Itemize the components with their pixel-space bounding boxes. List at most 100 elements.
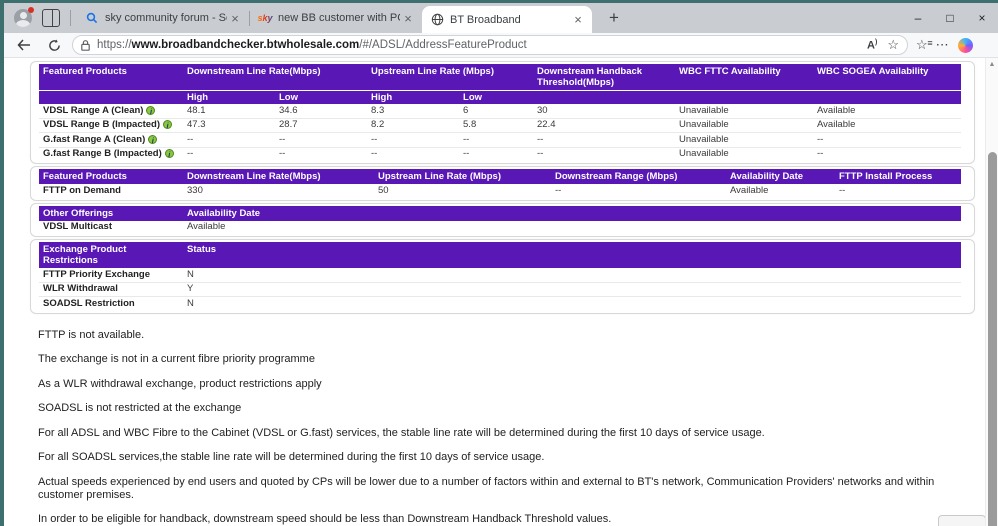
cell: 30 bbox=[533, 104, 676, 119]
tab-close-icon[interactable]: × bbox=[231, 10, 239, 26]
col-header: Featured Products bbox=[39, 169, 183, 184]
note-fibre-priority: The exchange is not in a current fibre p… bbox=[38, 353, 315, 365]
profile-button[interactable] bbox=[12, 7, 34, 29]
product-name: G.fast Range A (Clean) i bbox=[39, 132, 183, 148]
cell: 5.8 bbox=[459, 118, 534, 133]
cell: 48.1 bbox=[183, 104, 275, 119]
tab-forum-thread[interactable]: sky new BB customer with PC that do × bbox=[250, 6, 422, 30]
subheader: High bbox=[183, 90, 275, 104]
favorites-bar-icon[interactable]: ☆ bbox=[916, 37, 932, 53]
fttp-on-demand-table: Featured Products Downstream Line Rate(M… bbox=[39, 169, 961, 198]
partial-button[interactable] bbox=[938, 515, 986, 526]
cell: -- bbox=[533, 132, 676, 148]
subheader-blank bbox=[533, 90, 676, 104]
scroll-up-arrow-icon[interactable]: ▲ bbox=[988, 61, 996, 68]
notes-section: FTTP is not available. The exchange is n… bbox=[4, 316, 998, 526]
copilot-icon[interactable] bbox=[957, 37, 973, 53]
product-name: G.fast Range B (Impacted) i bbox=[39, 147, 183, 161]
table-row: G.fast Range A (Clean) i -- -- -- -- -- U… bbox=[39, 132, 962, 148]
cell: Available bbox=[730, 184, 769, 196]
product-name: VDSL Multicast bbox=[43, 221, 112, 232]
settings-more-icon[interactable]: ⋯ bbox=[935, 37, 950, 52]
minimize-button[interactable]: – bbox=[914, 11, 922, 25]
close-button[interactable]: × bbox=[978, 11, 986, 25]
refresh-button[interactable] bbox=[42, 35, 66, 55]
cell: 8.3 bbox=[367, 104, 460, 119]
product-name: FTTP on Demand bbox=[43, 184, 121, 196]
maximize-button[interactable]: □ bbox=[946, 11, 954, 25]
note-wlr-withdrawal: As a WLR withdrawal exchange, product re… bbox=[38, 377, 322, 390]
address-bar[interactable]: https://www.broadbandchecker.btwholesale… bbox=[72, 35, 908, 55]
cell: -- bbox=[183, 132, 275, 148]
table-row: FTTP Priority Exchange N bbox=[39, 268, 961, 283]
col-header: Downstream Handback Threshold(Mbps) bbox=[533, 64, 676, 91]
cell: -- bbox=[187, 148, 194, 159]
cell: 8.2 bbox=[367, 118, 460, 133]
window-left-edge bbox=[0, 0, 4, 526]
note-stable-line-rate-soadsl: For all SOADSL services,the stable line … bbox=[38, 451, 545, 463]
col-header: Featured Products bbox=[39, 64, 183, 91]
col-header: Upstream Line Rate (Mbps) bbox=[374, 169, 551, 184]
table-row: WLR Withdrawal Y bbox=[39, 282, 961, 297]
read-aloud-icon[interactable]: A) bbox=[867, 38, 878, 52]
col-header: Status bbox=[183, 242, 961, 268]
info-icon[interactable]: i bbox=[163, 120, 173, 130]
cell: -- bbox=[537, 148, 544, 159]
fttp-on-demand-card: Featured Products Downstream Line Rate(M… bbox=[30, 166, 975, 201]
tab-title: BT Broadband bbox=[450, 13, 521, 26]
restriction-name: WLR Withdrawal bbox=[39, 282, 183, 297]
vertical-scrollbar[interactable]: ▲ bbox=[985, 58, 998, 526]
cell: -- bbox=[459, 132, 534, 148]
favorite-star-icon[interactable]: ☆ bbox=[887, 37, 899, 52]
cell: 330 bbox=[187, 184, 203, 196]
col-header: Other Offerings bbox=[39, 205, 183, 221]
subheader: High bbox=[367, 90, 460, 104]
col-header: WBC SOGEA Availability bbox=[813, 64, 962, 91]
info-icon[interactable]: i bbox=[148, 134, 158, 145]
lock-icon[interactable] bbox=[81, 39, 90, 51]
col-header: Availability Date bbox=[183, 205, 961, 221]
col-header: Downstream Line Rate(Mbps) bbox=[183, 64, 368, 91]
table-header-row: Other Offerings Availability Date bbox=[39, 205, 961, 221]
cell: -- bbox=[463, 148, 470, 159]
cell: 6 bbox=[459, 104, 534, 119]
subheader: Low bbox=[459, 90, 534, 104]
cell: Unavailable bbox=[675, 118, 814, 133]
subheader: Low bbox=[275, 90, 368, 104]
cell: 22.4 bbox=[533, 118, 676, 133]
notification-dot bbox=[28, 7, 34, 13]
product-name: VDSL Range A (Clean) i bbox=[39, 104, 183, 119]
tab-sky-search[interactable]: sky community forum - Search × bbox=[77, 6, 249, 30]
cell: Y bbox=[183, 282, 961, 297]
info-icon[interactable]: i bbox=[164, 149, 174, 159]
restriction-name: FTTP Priority Exchange bbox=[39, 268, 183, 283]
cell: N bbox=[183, 268, 961, 283]
new-tab-button[interactable]: + bbox=[609, 8, 619, 27]
tab-close-icon[interactable]: × bbox=[574, 12, 582, 27]
scrollbar-thumb[interactable] bbox=[988, 152, 997, 526]
page-content: Featured Products Downstream Line Rate(M… bbox=[4, 58, 998, 526]
cell: Available bbox=[187, 221, 226, 232]
col-header: Downstream Line Rate(Mbps) bbox=[183, 169, 374, 184]
tab-strip: sky community forum - Search × sky new B… bbox=[4, 3, 998, 33]
table-row: VDSL Range B (Impacted) i 47.3 28.7 8.2 5… bbox=[39, 118, 962, 133]
cell: 34.6 bbox=[275, 104, 368, 119]
product-name: VDSL Range B (Impacted) i bbox=[39, 118, 183, 133]
cell: -- bbox=[275, 132, 368, 148]
col-header: Downstream Range (Mbps) bbox=[551, 169, 726, 184]
info-icon[interactable]: i bbox=[146, 105, 156, 116]
tab-close-icon[interactable]: × bbox=[404, 10, 412, 26]
search-icon bbox=[85, 11, 99, 25]
table-row: SOADSL Restriction N bbox=[39, 297, 961, 311]
back-button[interactable] bbox=[12, 35, 36, 55]
profile-avatar-icon bbox=[14, 9, 32, 27]
tab-bt-broadband-active[interactable]: BT Broadband × bbox=[422, 6, 592, 33]
tab-title: sky community forum - Search bbox=[105, 12, 227, 24]
tab-actions-menu-icon[interactable] bbox=[42, 9, 60, 27]
window-controls: – □ × bbox=[902, 3, 998, 33]
subheader-blank bbox=[39, 90, 183, 104]
cell: Available bbox=[813, 104, 962, 119]
col-header: FTTP Install Process bbox=[835, 169, 961, 184]
navigation-toolbar: https://www.broadbandchecker.btwholesale… bbox=[4, 33, 998, 58]
